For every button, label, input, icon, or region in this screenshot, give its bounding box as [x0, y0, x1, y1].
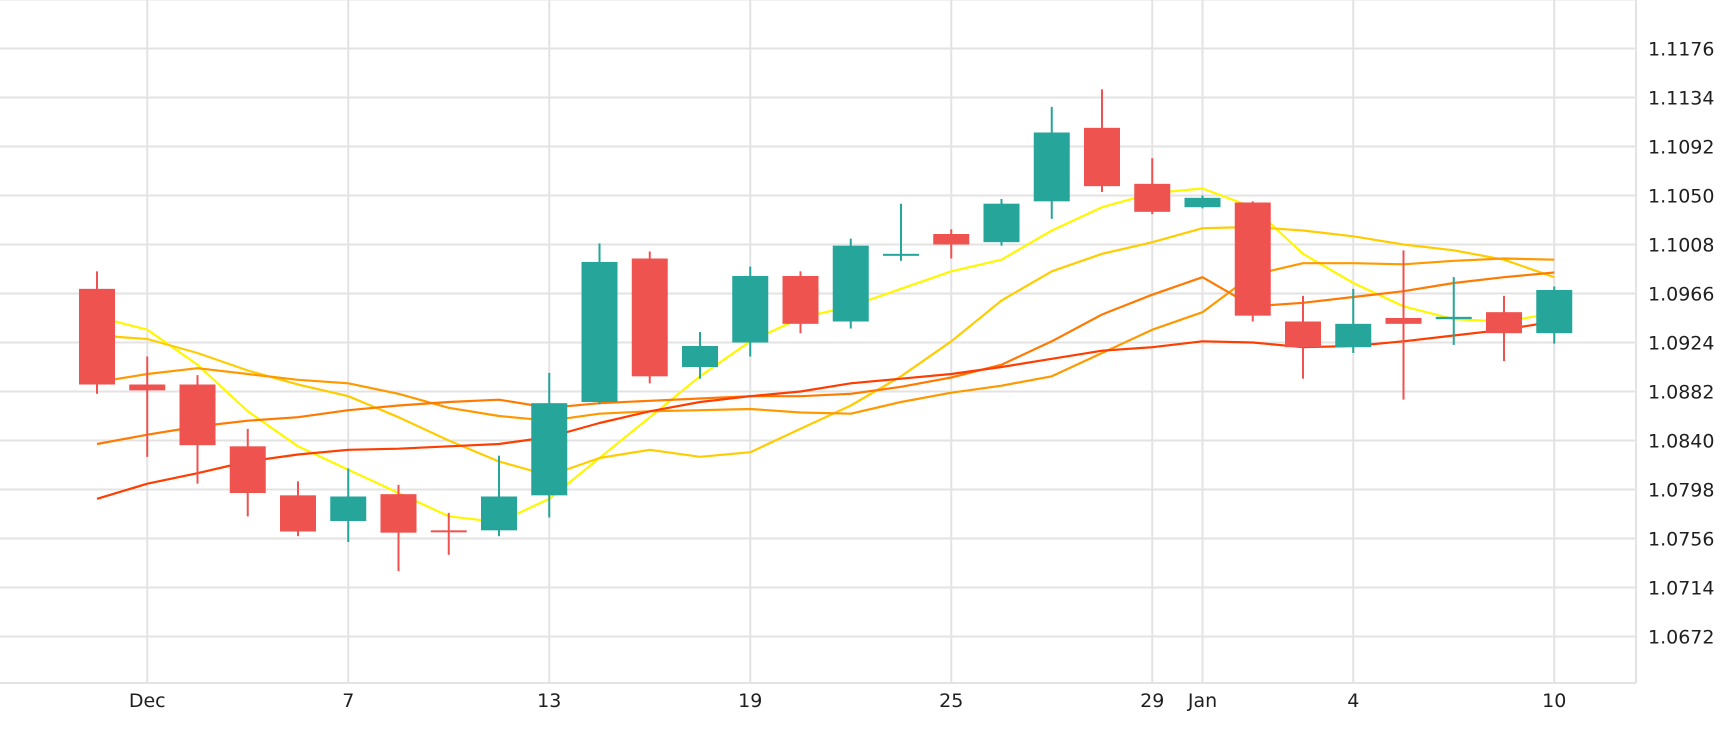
y-tick-label: 1.1092 — [1648, 137, 1714, 159]
candle-body — [832, 245, 869, 322]
candle-body — [79, 288, 115, 385]
candle — [531, 372, 568, 518]
y-tick-label: 1.0924 — [1648, 333, 1714, 355]
candle-body — [1486, 312, 1522, 334]
candle — [1134, 158, 1171, 215]
x-tick-label: 7 — [342, 690, 354, 712]
candle-body — [933, 234, 970, 245]
candle-body — [631, 258, 668, 377]
candle — [129, 356, 166, 457]
candle — [581, 243, 618, 405]
candle — [983, 199, 1020, 246]
candle — [430, 512, 467, 555]
x-tick-label: Dec — [129, 690, 166, 712]
candle — [1435, 277, 1472, 345]
candle-body — [280, 495, 316, 532]
candle-body — [682, 346, 718, 367]
moving-average-line — [96, 187, 1555, 524]
candle-body — [883, 253, 919, 256]
candle-body — [430, 530, 467, 533]
candle-body — [481, 496, 517, 531]
moving-average-line — [96, 271, 1555, 446]
y-tick-label: 1.0714 — [1648, 578, 1714, 600]
candle-body — [1184, 197, 1221, 208]
x-tick-label: 13 — [537, 690, 561, 712]
candle-body — [330, 496, 367, 521]
candle — [782, 271, 819, 334]
candle — [179, 375, 216, 484]
candle-body — [1285, 321, 1321, 348]
y-tick-label: 1.1008 — [1648, 235, 1714, 257]
candle — [280, 481, 316, 537]
x-tick-label: 10 — [1542, 690, 1566, 712]
candle-body — [129, 384, 166, 391]
candle — [682, 332, 718, 379]
candle — [79, 271, 115, 394]
candle-body — [1084, 127, 1120, 187]
y-axis: 1.1176 1.1134 1.1092 1.1050 1.1008 1.0966 1.09… — [1648, 39, 1714, 649]
x-tick-label: 19 — [738, 690, 762, 712]
candle-body — [581, 262, 618, 402]
y-tick-label: 1.0798 — [1648, 480, 1714, 502]
candle-body — [380, 494, 417, 533]
y-tick-label: 1.0840 — [1648, 431, 1714, 453]
candle — [1084, 89, 1120, 192]
candle-body — [1536, 290, 1573, 334]
candle-body — [1385, 318, 1422, 324]
candle-body — [782, 276, 819, 324]
moving-average-line — [96, 257, 1555, 422]
moving-average-line — [96, 320, 1555, 500]
candle — [1285, 295, 1321, 379]
moving-average-lines — [96, 187, 1555, 524]
candle-body — [1335, 323, 1372, 348]
candle-body — [732, 276, 769, 343]
candle — [1184, 195, 1221, 209]
x-tick-label: 29 — [1140, 690, 1164, 712]
y-tick-label: 1.0966 — [1648, 284, 1714, 306]
candle — [933, 229, 970, 259]
candle-body — [1033, 132, 1070, 202]
candle — [330, 468, 367, 542]
y-tick-label: 1.0882 — [1648, 382, 1714, 404]
candles — [79, 89, 1573, 572]
x-axis: Dec 7 13 19 25 29 Jan 4 10 — [129, 690, 1566, 712]
candle-body — [1134, 183, 1171, 212]
moving-average-line — [96, 225, 1555, 477]
candle-body — [229, 446, 266, 493]
x-tick-label: 25 — [939, 690, 963, 712]
candle — [631, 251, 668, 384]
candle-body — [1435, 316, 1472, 320]
candle-body — [983, 203, 1020, 243]
candle — [481, 455, 517, 537]
candle — [380, 484, 417, 572]
candle-body — [531, 403, 568, 496]
candle — [1335, 288, 1372, 353]
x-tick-label: 4 — [1347, 690, 1359, 712]
candle — [1385, 250, 1422, 400]
y-tick-label: 1.1176 — [1648, 39, 1714, 61]
candle-body — [179, 384, 216, 446]
candle — [229, 428, 266, 517]
candle — [883, 203, 919, 261]
candle — [832, 238, 869, 329]
y-tick-label: 1.0756 — [1648, 529, 1714, 551]
y-tick-label: 1.0672 — [1648, 627, 1714, 649]
candle — [1234, 201, 1271, 322]
candle-body — [1234, 202, 1271, 316]
x-tick-label: Jan — [1187, 690, 1217, 712]
candle — [732, 266, 769, 357]
candle — [1536, 286, 1573, 344]
y-tick-label: 1.1134 — [1648, 88, 1714, 110]
y-tick-label: 1.1050 — [1648, 186, 1714, 208]
candle — [1033, 106, 1070, 219]
candle — [1486, 295, 1522, 362]
